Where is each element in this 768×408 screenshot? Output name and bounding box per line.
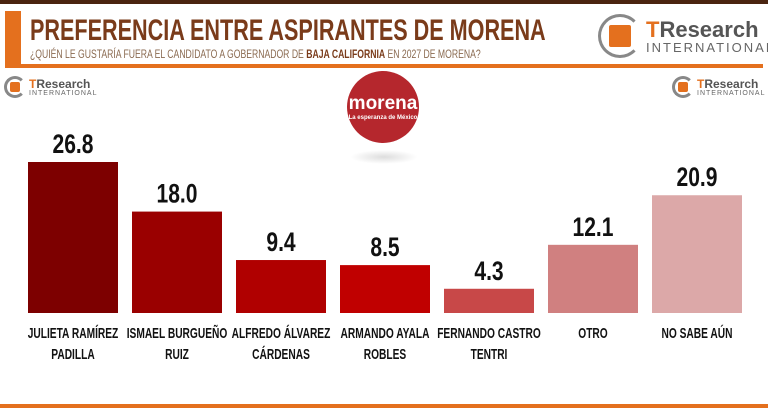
category-label: ALFREDO ÁLVAREZ xyxy=(232,324,331,342)
tresearch-logo-right: TResearch INTERNATIONAL xyxy=(672,76,766,98)
tresearch-chart-icon xyxy=(672,76,694,98)
page-subtitle: ¿QUIÉN LE GUSTARÍA FUERA EL CANDIDATO A … xyxy=(30,47,481,61)
category-label: ARMANDO AYALA xyxy=(341,324,430,342)
category-label: CÁRDENAS xyxy=(252,345,310,363)
tresearch-logo-left: TResearch INTERNATIONAL xyxy=(4,76,98,98)
value-label: 18.0 xyxy=(157,179,198,209)
logo-shadow xyxy=(350,150,418,164)
category-label: RUIZ xyxy=(165,345,189,363)
top-strip xyxy=(0,0,768,4)
bar xyxy=(340,265,430,313)
footer-divider xyxy=(0,404,768,408)
bar xyxy=(236,260,326,313)
category-label: ROBLES xyxy=(364,345,407,363)
bar xyxy=(444,288,534,313)
morena-logo: morena La esperanza de México xyxy=(347,71,419,143)
bar xyxy=(652,195,742,313)
page-title: PREFERENCIA ENTRE ASPIRANTES DE MORENA xyxy=(30,14,546,47)
tresearch-logo-main: TResearch INTERNATIONAL xyxy=(598,14,768,58)
bar xyxy=(28,162,118,313)
category-label: NO SABE AÚN xyxy=(662,324,733,342)
bar xyxy=(132,211,222,313)
category-label: TENTRI xyxy=(471,345,508,363)
category-label: FERNANDO CASTRO xyxy=(437,324,541,342)
value-label: 20.9 xyxy=(677,163,718,193)
category-label: OTRO xyxy=(578,324,607,342)
category-label: PADILLA xyxy=(51,345,94,363)
value-label: 26.8 xyxy=(53,130,94,160)
tresearch-chart-icon xyxy=(4,76,26,98)
value-label: 12.1 xyxy=(573,212,614,242)
category-label: ISMAEL BURGUEÑO xyxy=(127,324,228,342)
value-label: 8.5 xyxy=(370,233,399,263)
header-divider xyxy=(5,64,763,68)
value-label: 4.3 xyxy=(474,256,503,286)
value-label: 9.4 xyxy=(266,228,296,258)
accent-bar xyxy=(5,11,21,67)
bar xyxy=(548,244,638,313)
category-label: JULIETA RAMÍREZ xyxy=(28,324,119,342)
tresearch-chart-icon xyxy=(598,14,642,58)
